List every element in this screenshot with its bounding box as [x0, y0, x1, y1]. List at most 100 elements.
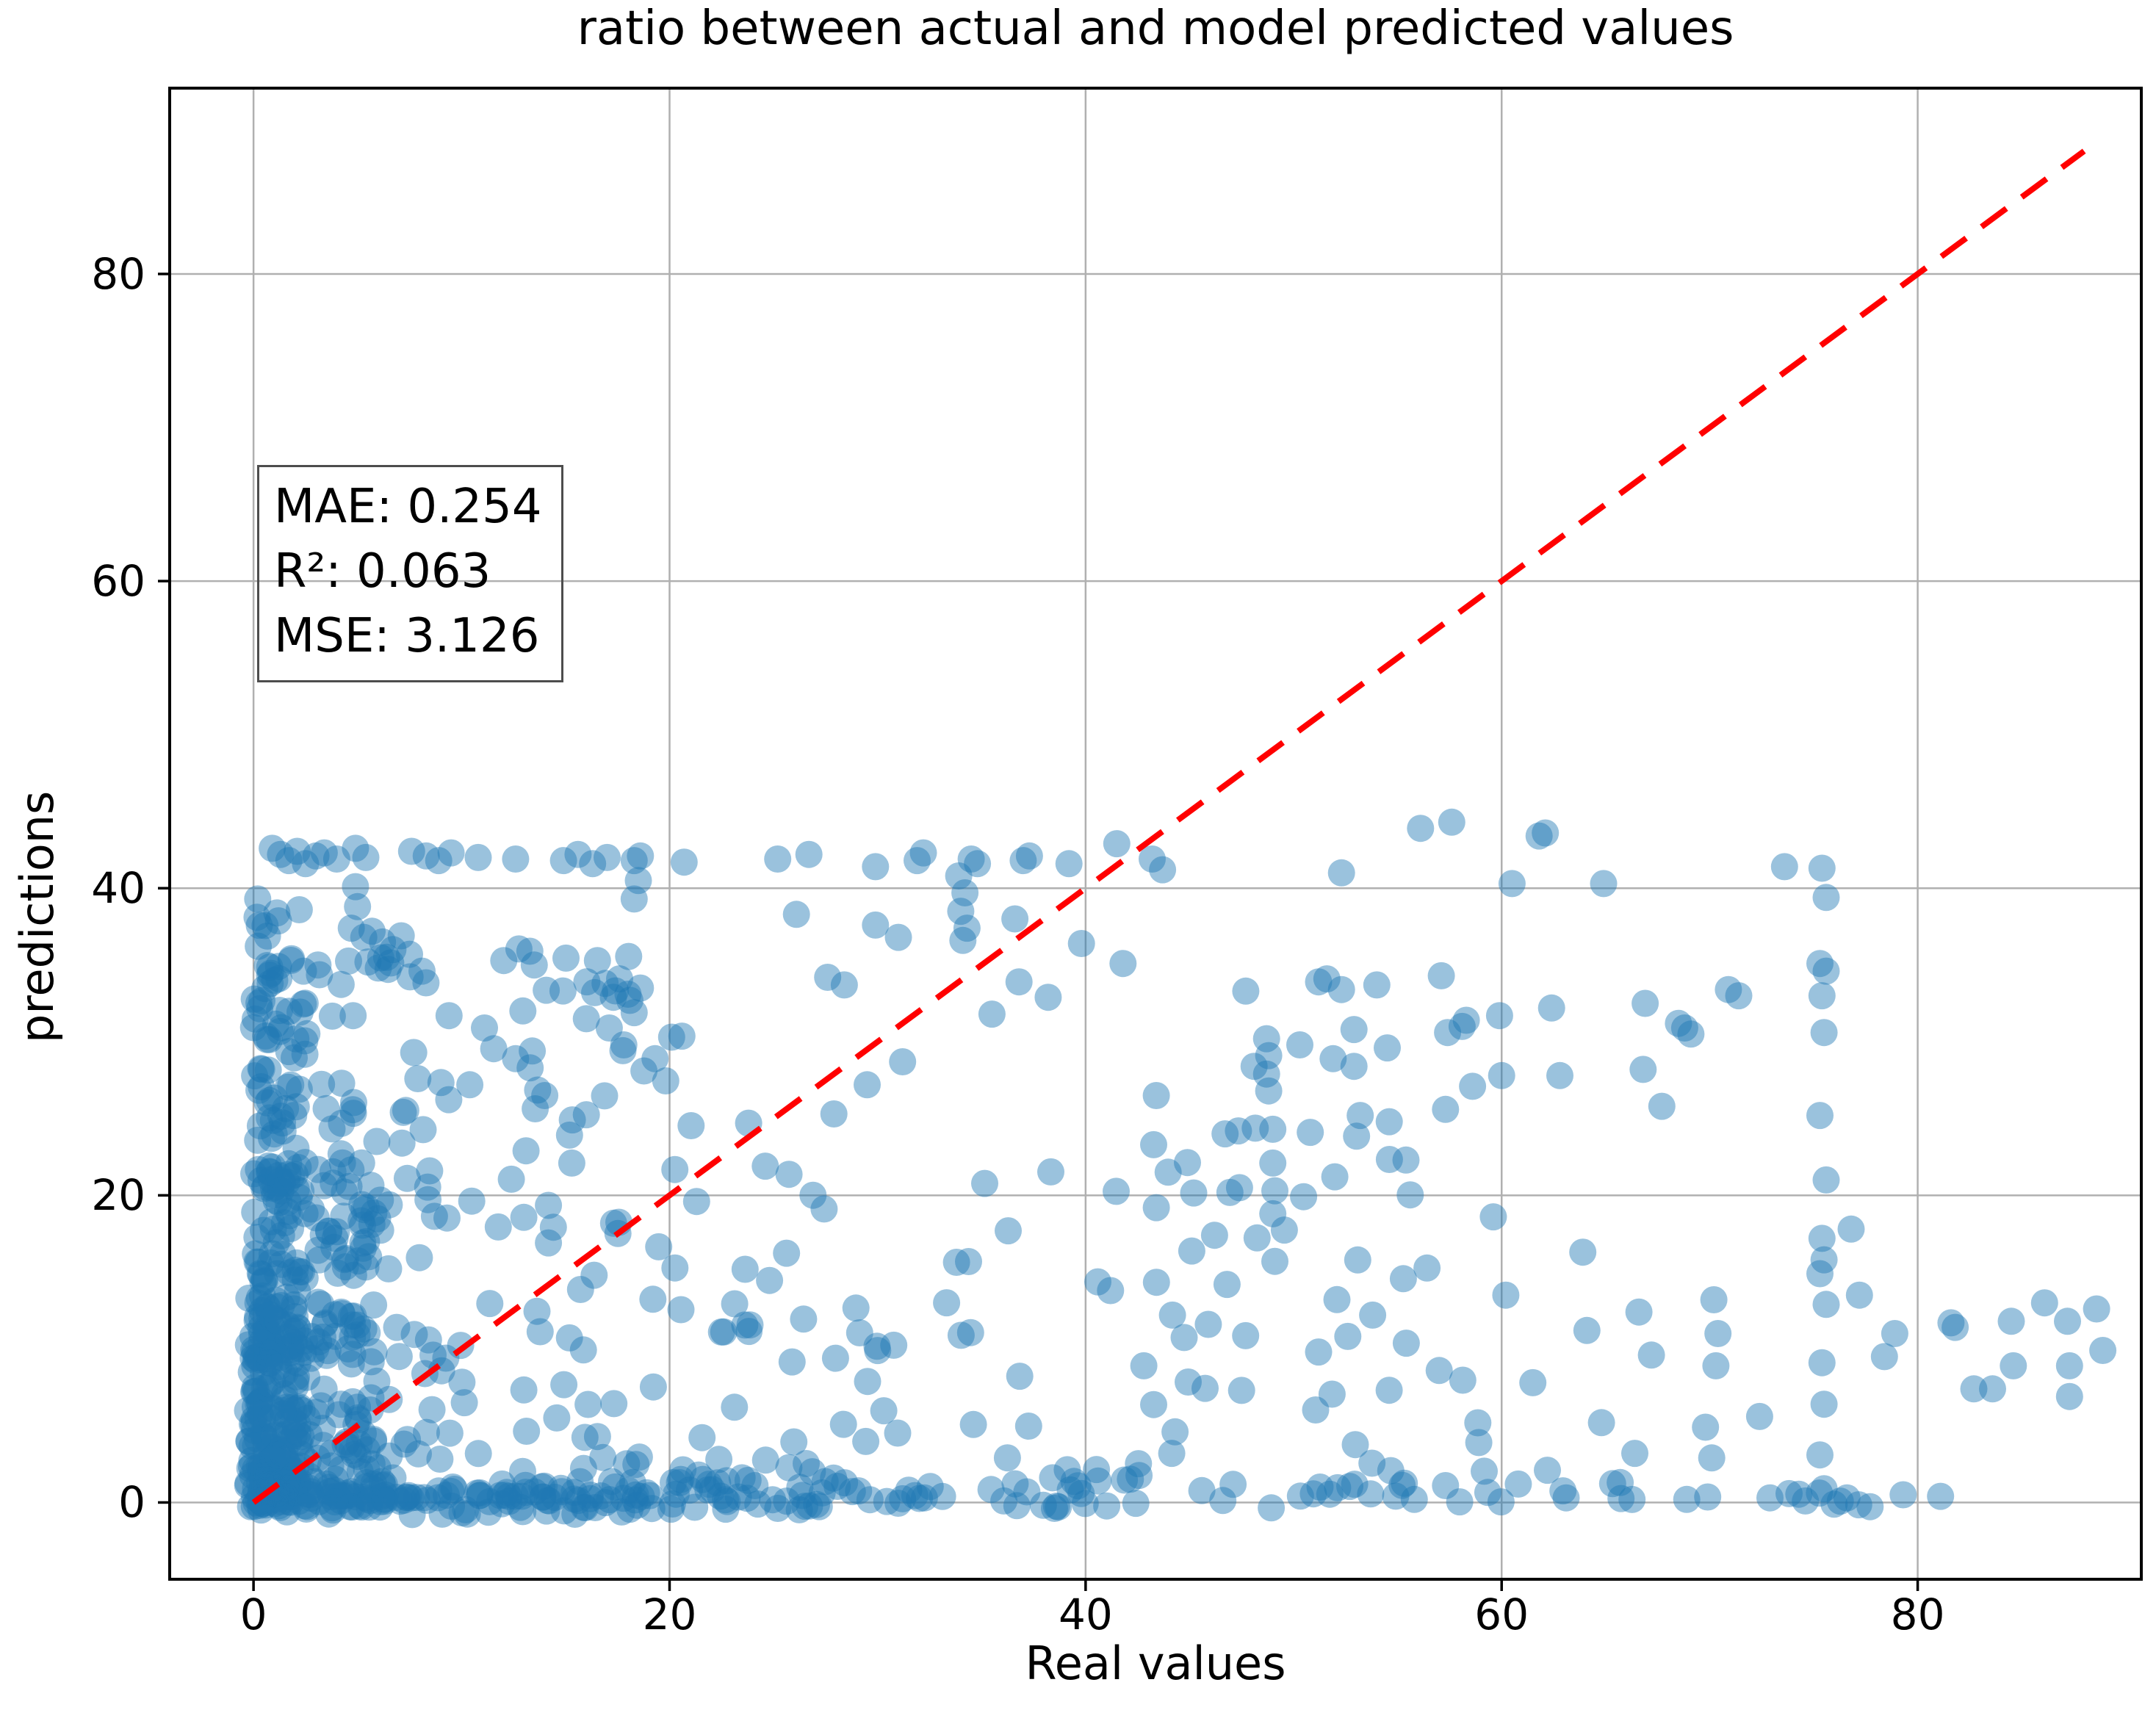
scatter-point — [269, 1241, 297, 1269]
scatter-point — [309, 1222, 337, 1249]
scatter-point — [713, 1487, 741, 1515]
scatter-point — [548, 1478, 576, 1506]
scatter-point — [1175, 1368, 1202, 1396]
scatter-point — [328, 1069, 356, 1097]
scatter-point — [241, 1062, 269, 1090]
scatter-point — [1305, 968, 1333, 996]
scatter-point — [360, 1427, 387, 1455]
scatter-point — [1434, 1019, 1462, 1047]
scatter-point — [340, 1440, 368, 1468]
scatter-point — [282, 1453, 310, 1481]
scatter-point — [1425, 1357, 1453, 1385]
plot-title: ratio between actual and model predicted… — [577, 1, 1734, 56]
scatter-point — [555, 1121, 583, 1149]
scatter-point — [309, 1323, 336, 1351]
scatter-point — [1001, 1470, 1029, 1498]
scatter-point — [353, 1227, 381, 1255]
scatter-point — [314, 1337, 342, 1365]
scatter-point — [239, 1410, 267, 1438]
scatter-point — [241, 1338, 269, 1366]
scatter-point — [273, 1168, 301, 1196]
scatter-point — [1015, 842, 1043, 870]
scatter-point — [356, 1396, 384, 1424]
scatter-point — [259, 1338, 287, 1365]
scatter-point — [1209, 1487, 1237, 1515]
scatter-point — [269, 1169, 297, 1197]
scatter-point — [1464, 1409, 1492, 1437]
scatter-point — [724, 1483, 752, 1511]
scatter-point — [274, 1188, 302, 1216]
scatter-point — [262, 1187, 290, 1215]
scatter-point — [1290, 1183, 1318, 1211]
scatter-point — [272, 1094, 300, 1122]
scatter-point — [1060, 1468, 1088, 1496]
scatter-point — [274, 1323, 302, 1351]
scatter-point — [413, 1487, 441, 1514]
scatter-point — [396, 963, 424, 991]
scatter-point — [248, 1329, 275, 1356]
scatter-point — [539, 1213, 567, 1241]
scatter-point — [606, 965, 633, 993]
scatter-point — [353, 1455, 381, 1483]
scatter-point — [286, 1429, 314, 1457]
scatter-point — [1465, 1429, 1493, 1457]
scatter-point — [275, 1259, 303, 1287]
scatter-point — [256, 1342, 284, 1369]
scatter-point — [2055, 1352, 2083, 1379]
scatter-point — [438, 1493, 466, 1520]
scatter-point — [1607, 1484, 1635, 1512]
scatter-point — [512, 1479, 540, 1507]
scatter-point — [437, 1477, 465, 1505]
scatter-point — [318, 1494, 346, 1522]
scatter-point — [284, 1468, 311, 1496]
scatter-point — [1374, 1034, 1401, 1062]
scatter-point — [265, 1492, 293, 1520]
scatter-point — [397, 1484, 425, 1512]
scatter-point — [1174, 1149, 1201, 1177]
scatter-point — [371, 1481, 399, 1509]
scatter-point — [330, 1482, 358, 1509]
scatter-point — [257, 1433, 285, 1461]
scatter-point — [246, 1389, 274, 1417]
scatter-point — [1341, 1431, 1369, 1459]
scatter-point — [619, 1468, 646, 1496]
scatter-point — [250, 1175, 278, 1202]
scatter-point — [314, 1217, 342, 1245]
scatter-point — [252, 1316, 280, 1344]
scatter-point — [363, 1128, 391, 1155]
scatter-point — [1067, 930, 1095, 957]
scatter-point — [1255, 1042, 1283, 1069]
scatter-point — [1702, 1352, 1730, 1379]
scatter-point — [259, 1368, 286, 1396]
scatter-point — [1519, 1368, 1547, 1396]
scatter-point — [1498, 870, 1526, 898]
scatter-point — [1485, 1002, 1513, 1030]
scatter-point — [1170, 1324, 1198, 1352]
scatter-point — [971, 1169, 998, 1197]
scatter-point — [1806, 1479, 1834, 1507]
scatter-point — [254, 1375, 282, 1403]
scatter-point — [1014, 1413, 1042, 1440]
scatter-point — [379, 936, 407, 964]
scatter-point — [864, 1337, 892, 1365]
scatter-point — [312, 1094, 340, 1122]
scatter-point — [416, 1157, 444, 1185]
scatter-point — [600, 1390, 628, 1418]
scatter-point — [277, 947, 305, 974]
scatter-point — [291, 1199, 319, 1227]
scatter-point — [1161, 1418, 1189, 1446]
scatter-point — [234, 1471, 262, 1499]
scatter-point — [884, 1490, 912, 1517]
scatter-point — [307, 1291, 335, 1318]
scatter-point — [298, 1195, 325, 1223]
scatter-point — [990, 1487, 1018, 1515]
scatter-point — [318, 1439, 346, 1467]
scatter-point — [493, 1479, 521, 1507]
scatter-point — [281, 1256, 309, 1284]
scatter-point — [420, 1202, 448, 1230]
scatter-point — [273, 1393, 301, 1421]
scatter-point — [357, 1348, 385, 1376]
scatter-point — [1344, 1246, 1371, 1274]
scatter-point — [235, 1427, 263, 1455]
